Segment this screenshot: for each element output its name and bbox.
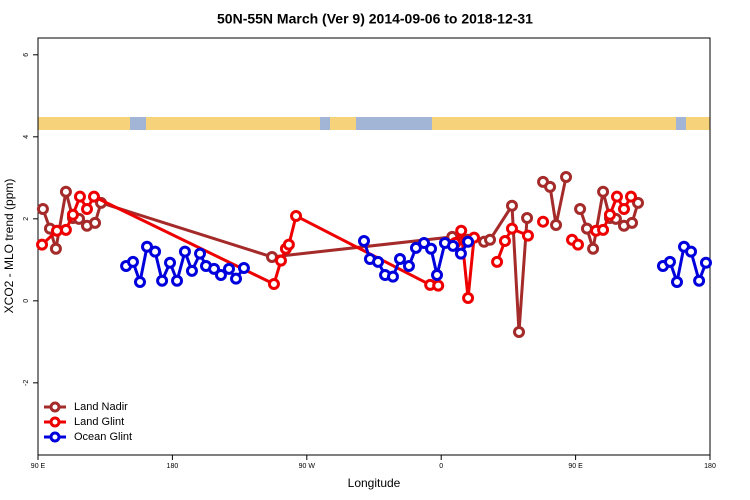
data-point [521, 229, 534, 242]
data-point [663, 255, 676, 268]
data-point [36, 238, 49, 251]
data-point [73, 190, 86, 203]
data-point [290, 209, 303, 222]
series-line [453, 225, 476, 299]
data-point [685, 245, 698, 258]
x-tick-label: 180 [167, 463, 179, 470]
land-strip [38, 117, 710, 130]
data-point [580, 222, 593, 235]
data-point [597, 223, 610, 236]
data-point [560, 171, 573, 183]
data-point [587, 242, 600, 255]
data-point [632, 196, 645, 209]
data-point [454, 247, 467, 260]
data-point [393, 253, 406, 266]
data-point [505, 199, 518, 212]
data-point [425, 242, 438, 255]
data-point [670, 275, 683, 288]
data-point [178, 245, 191, 258]
data-point [126, 255, 139, 268]
data-point [544, 180, 557, 193]
data-point [521, 212, 534, 225]
data-point [372, 255, 385, 268]
legend-marker [49, 416, 61, 428]
data-point [498, 234, 511, 247]
data-point [462, 291, 475, 304]
data-point [455, 224, 468, 237]
data-point [597, 185, 610, 198]
data-point [89, 216, 102, 229]
legend-label: Ocean Glint [74, 431, 132, 443]
data-point [185, 264, 198, 277]
legend-label: Land Glint [74, 416, 124, 428]
y-axis-label: XCO2 - MLO trend (ppm) [2, 179, 16, 314]
data-point [171, 274, 184, 287]
data-point [571, 238, 584, 251]
data-point [409, 241, 422, 254]
data-point [462, 235, 475, 248]
data-point [574, 202, 587, 215]
y-tick-label: -2 [23, 380, 30, 386]
data-point [80, 202, 93, 215]
data-point [156, 274, 169, 287]
x-tick-label: 90 W [299, 463, 316, 470]
data-point [699, 256, 712, 269]
data-point [386, 270, 399, 283]
x-tick-label: 90 E [31, 463, 46, 470]
data-point [603, 208, 616, 221]
y-tick-label: 2 [23, 217, 30, 221]
legend-marker [49, 401, 61, 413]
data-point [282, 238, 295, 251]
data-point [230, 272, 243, 285]
data-point [237, 262, 250, 275]
data-point [49, 242, 62, 255]
data-point [164, 256, 177, 269]
y-tick-label: 0 [23, 299, 30, 303]
data-point [59, 185, 72, 198]
data-point [267, 278, 280, 291]
legend-label: Land Nadir [74, 401, 128, 413]
data-point [402, 259, 415, 272]
data-point [625, 190, 638, 203]
data-point [214, 268, 227, 281]
data-point [432, 279, 445, 292]
data-point [491, 255, 504, 268]
x-tick-label: 180 [704, 463, 716, 470]
x-tick-label: 90 E [568, 463, 583, 470]
y-tick-label: 6 [23, 53, 30, 57]
data-point [141, 240, 154, 253]
data-point [431, 268, 444, 281]
series-line [495, 226, 529, 263]
data-point [66, 208, 79, 221]
data-point [357, 234, 370, 247]
data-point [446, 239, 459, 252]
data-point [484, 233, 497, 246]
x-axis-label: Longitude [348, 476, 401, 490]
data-point [88, 190, 100, 203]
data-point [537, 215, 550, 228]
data-point [222, 262, 235, 275]
data-point [693, 274, 706, 287]
data-point [36, 202, 49, 215]
data-point [133, 275, 146, 288]
x-tick-label: 0 [439, 463, 443, 470]
legend-marker [49, 431, 61, 443]
data-point [149, 245, 162, 258]
data-point [626, 216, 639, 229]
data-point [194, 247, 207, 260]
data-point [274, 254, 287, 267]
data-point [617, 202, 630, 215]
data-point [505, 222, 518, 235]
chart-title: 50N-55N March (Ver 9) 2014-09-06 to 2018… [217, 11, 533, 27]
data-point [59, 223, 72, 236]
data-point [208, 262, 221, 275]
data-point [610, 190, 623, 203]
data-point [550, 218, 563, 231]
data-point [513, 325, 526, 338]
y-tick-label: 4 [23, 135, 30, 139]
